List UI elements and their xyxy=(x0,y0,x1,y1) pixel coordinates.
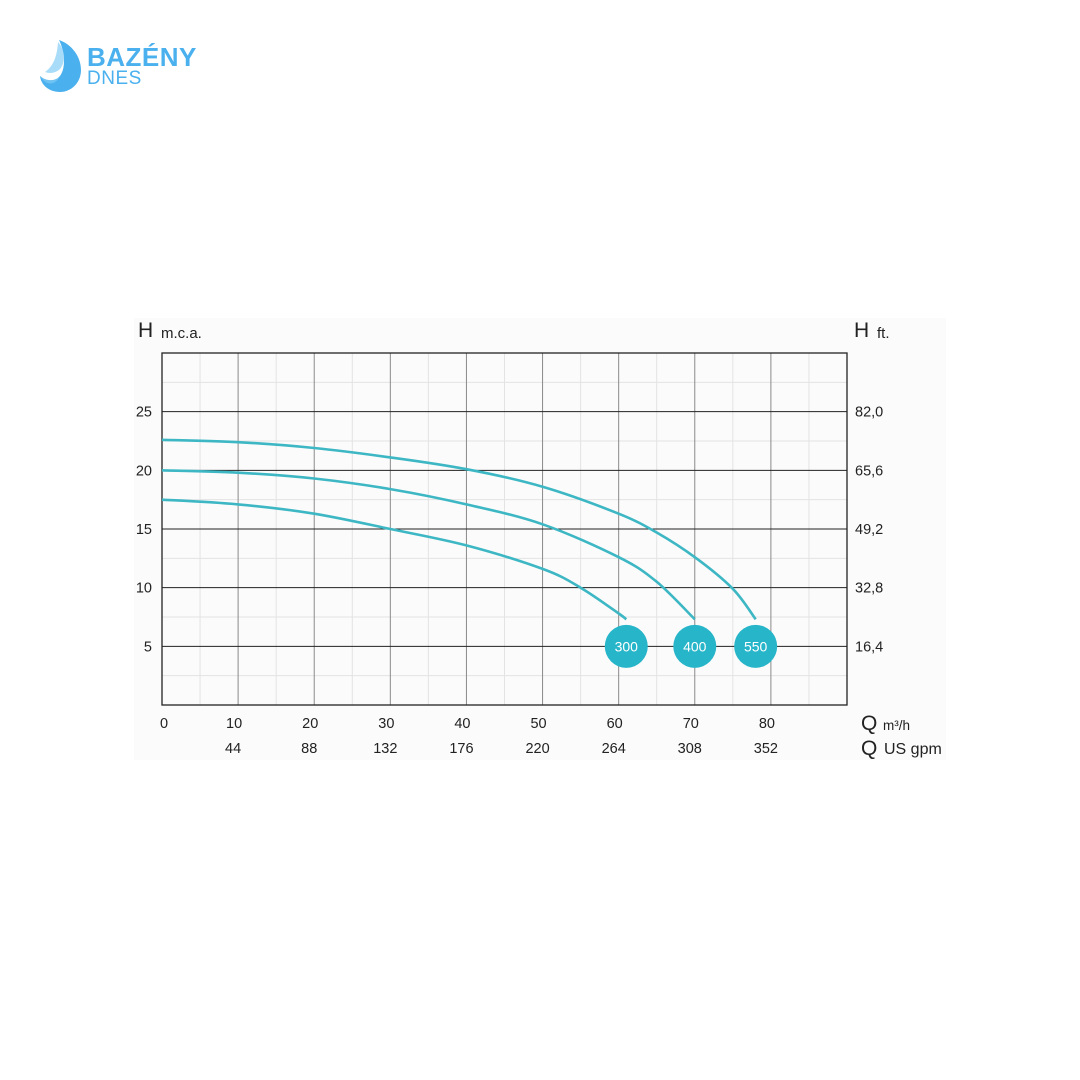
x-tick-label: 60 xyxy=(607,716,623,732)
y-right-tick-label: 16,4 xyxy=(855,639,883,655)
x-axis-unit: m³/h xyxy=(883,718,910,733)
x-tick-label: 10 xyxy=(226,716,242,732)
x-tick-label: 0 xyxy=(160,716,168,732)
y-tick-label: 15 xyxy=(136,522,152,538)
x-gpm-tick-label: 88 xyxy=(301,741,317,757)
curve-badge-550 xyxy=(734,624,778,668)
x2-axis-symbol: Q xyxy=(861,737,877,760)
curve-badge-label-300: 300 xyxy=(615,638,639,654)
grid xyxy=(162,353,847,705)
x-tick-label: 70 xyxy=(683,716,699,732)
y-right-tick-label: 82,0 xyxy=(855,405,883,421)
x-tick-label: 30 xyxy=(378,716,394,732)
y-axis-unit: m.c.a. xyxy=(161,325,202,342)
plot-frame xyxy=(161,352,848,706)
x-gpm-tick-label: 176 xyxy=(449,741,473,757)
logo-wave-icon xyxy=(40,40,81,92)
curve-badge-300 xyxy=(604,624,648,668)
y-tick-label: 25 xyxy=(136,405,152,421)
x-tick-label: 50 xyxy=(530,716,546,732)
tick-labels: 25 20 15 10 5 82,0 65,6 49,2 32,8 16,4 0 10 20 30 40 50… xyxy=(136,405,883,757)
y-right-tick-label: 49,2 xyxy=(855,522,883,538)
x-gpm-tick-label: 264 xyxy=(602,741,626,757)
x2-axis-unit: US gpm xyxy=(884,741,942,758)
logo-text-primary: BAZÉNY xyxy=(87,42,197,72)
x-axis-symbol: Q xyxy=(861,712,877,735)
chart-canvas: 300 400 550 25 20 15 10 5 82,0 65,6 49,2 32,8 16,4 0… xyxy=(134,318,946,760)
x-gpm-tick-label: 308 xyxy=(678,741,702,757)
y-axis-symbol: H xyxy=(138,319,153,342)
pump-curve-550 xyxy=(161,438,757,621)
x-tick-label: 80 xyxy=(759,716,775,732)
y-tick-label: 10 xyxy=(136,581,152,597)
x-gpm-tick-label: 220 xyxy=(525,741,549,757)
y-tick-label: 5 xyxy=(144,639,152,655)
pump-curve-400 xyxy=(161,469,696,621)
curve-badge-400 xyxy=(673,624,717,668)
x-tick-label: 20 xyxy=(302,716,318,732)
pump-curve-300 xyxy=(161,498,628,621)
logo-text-secondary: DNES xyxy=(87,68,142,89)
pump-performance-chart: 300 400 550 25 20 15 10 5 82,0 65,6 49,2 32,8 16,4 0… xyxy=(130,318,950,763)
x-gpm-tick-label: 44 xyxy=(225,741,241,757)
y-right-tick-label: 65,6 xyxy=(855,463,883,479)
curve-badge-label-400: 400 xyxy=(683,638,707,654)
chart-background xyxy=(134,318,946,760)
curve-badge-label-550: 550 xyxy=(744,638,768,654)
y-right-tick-label: 32,8 xyxy=(855,581,883,597)
x-gpm-tick-label: 132 xyxy=(373,741,397,757)
y-right-axis-unit: ft. xyxy=(877,325,890,342)
y-tick-label: 20 xyxy=(136,463,152,479)
brand-logo: BAZÉNY DNES xyxy=(38,38,218,94)
y-right-axis-symbol: H xyxy=(854,319,869,342)
curves: 300 400 550 xyxy=(161,438,778,668)
x-gpm-tick-label: 352 xyxy=(754,741,778,757)
x-tick-label: 40 xyxy=(454,716,470,732)
